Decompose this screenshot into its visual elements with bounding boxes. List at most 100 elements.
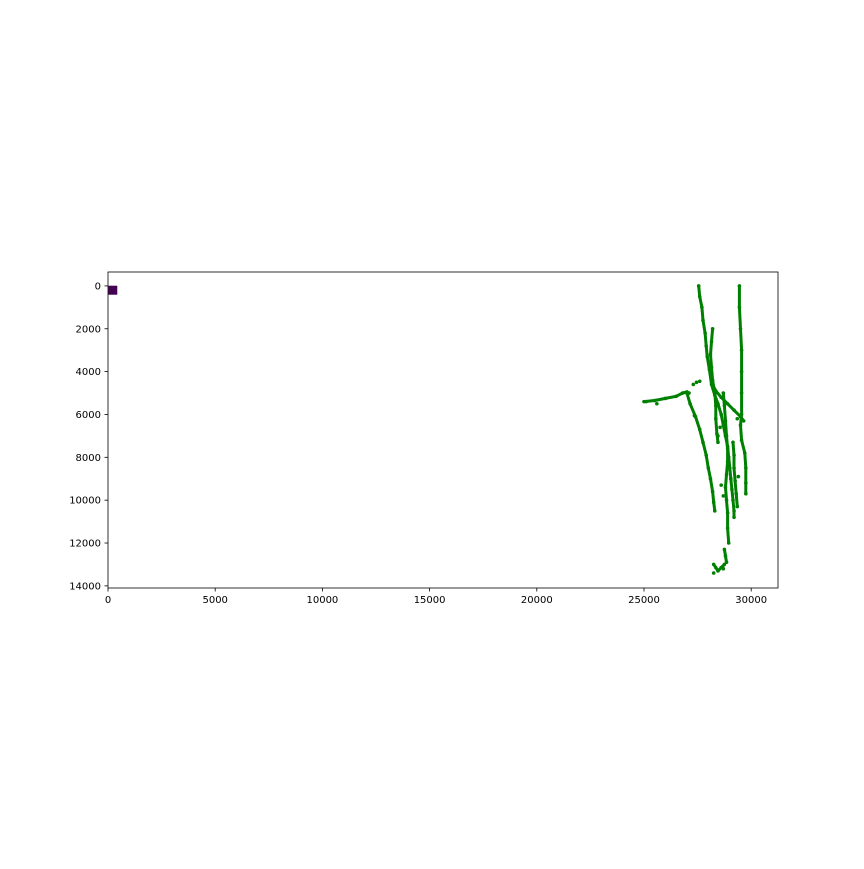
trace-point [696, 284, 701, 288]
trace-point [739, 438, 744, 442]
trace-line [721, 391, 731, 545]
trace-point [711, 562, 716, 567]
trace-point [739, 391, 744, 395]
x-tick-label: 25000 [628, 595, 660, 606]
x-tick-label: 20000 [521, 595, 553, 606]
scatter-point [697, 379, 702, 384]
trace-point [724, 472, 729, 477]
scatter-point [692, 413, 697, 418]
x-tick-label: 15000 [414, 595, 446, 606]
scatter-point [721, 566, 726, 571]
y-tick-label: 12000 [69, 539, 101, 550]
trace-point [700, 305, 704, 310]
trace-point [742, 451, 747, 455]
trace-point [722, 547, 727, 552]
trace-point [710, 378, 715, 382]
trace-point [714, 565, 718, 570]
trace-point [697, 294, 702, 299]
trace-point [724, 434, 729, 438]
axes-frame [107, 271, 779, 589]
x-axis: 0 5000 10000 15000 20000 25000 30000 [105, 588, 767, 606]
trace-point [730, 487, 734, 492]
y-tick-label: 4000 [76, 367, 101, 378]
trace-point [727, 466, 732, 470]
plot-area [108, 284, 748, 575]
scatter-point [719, 483, 723, 487]
trace-line [697, 284, 736, 519]
trace-point [674, 394, 678, 399]
x-tick-label: 0 [105, 595, 111, 606]
x-tick-label: 10000 [306, 595, 338, 606]
scatter-point [644, 399, 648, 404]
trace-point [711, 500, 716, 505]
scatter-point [735, 416, 740, 421]
y-axis: 0 2000 4000 6000 8000 10000 12000 14000 [69, 281, 108, 592]
scatter-point [718, 425, 722, 430]
trace-point [726, 541, 731, 545]
trace-point [703, 331, 707, 335]
trace-point [741, 419, 746, 423]
trace-point [709, 365, 714, 370]
trace-point [710, 326, 715, 331]
trace-point [708, 352, 713, 357]
trace-point [732, 515, 736, 520]
trace-point [739, 348, 744, 352]
trace-point [688, 401, 692, 406]
y-tick-label: 14000 [69, 581, 101, 592]
trace-point [663, 396, 668, 401]
trace-point [706, 466, 711, 470]
scatter-point [721, 494, 726, 498]
trace-point [723, 485, 728, 490]
scatter-point [711, 571, 716, 575]
trace-point [735, 504, 740, 509]
trace-point [744, 466, 748, 470]
trace-point [723, 554, 728, 558]
trace-point [704, 344, 708, 348]
scatter-point [691, 382, 696, 387]
y-tick-label: 0 [95, 281, 101, 292]
trace-point [737, 284, 742, 288]
trace-point [738, 423, 743, 427]
trace-point [705, 354, 710, 359]
scatter-point [694, 380, 699, 385]
trace-point [725, 446, 730, 451]
scatter-point [655, 401, 659, 406]
trace-line [737, 284, 748, 496]
y-tick-label: 8000 [76, 453, 101, 464]
trace-point [701, 440, 705, 445]
trace-point [723, 419, 728, 423]
trace-point [722, 404, 727, 408]
trace-line [731, 440, 739, 509]
trace-point [744, 481, 748, 485]
trace-point [725, 526, 730, 530]
trace-point [685, 391, 689, 395]
trace-point [744, 491, 748, 496]
trace-point [721, 391, 726, 395]
scatter-point [736, 474, 741, 479]
marker-square [108, 285, 118, 295]
trace-point [716, 569, 720, 573]
trace-line [709, 327, 720, 444]
trace-point [725, 511, 730, 515]
trace-point [724, 498, 729, 502]
y-tick-label: 6000 [76, 410, 101, 421]
trace-point [732, 408, 736, 412]
trace-point [732, 466, 736, 470]
trace-point [709, 339, 714, 344]
trace-point [716, 440, 720, 445]
trace-point [725, 459, 730, 464]
trace-point [712, 509, 717, 513]
trace-point [731, 440, 735, 445]
trace-point [712, 391, 717, 395]
trace-point [714, 416, 718, 421]
trace-point [739, 369, 744, 374]
trace-point [719, 412, 723, 417]
trace-point [732, 453, 736, 457]
scatter-point [729, 476, 733, 481]
y-tick-label: 2000 [76, 324, 101, 335]
trace-point [714, 404, 718, 408]
trace-point [732, 509, 736, 513]
trace-point [725, 401, 730, 406]
